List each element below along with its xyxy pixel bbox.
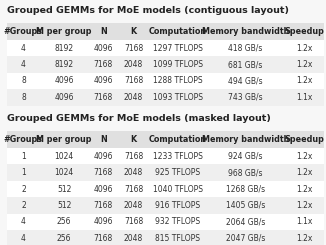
Text: 4096: 4096 [94,76,113,86]
Text: 512: 512 [57,184,71,194]
Text: 1.2x: 1.2x [296,44,312,53]
Text: 916 TFLOPS: 916 TFLOPS [155,201,200,210]
Text: 743 GB/s: 743 GB/s [228,93,263,102]
Text: 7168: 7168 [94,168,113,177]
Text: 7168: 7168 [124,44,143,53]
Text: 2048: 2048 [124,168,143,177]
Text: 1040 TFLOPS: 1040 TFLOPS [153,184,203,194]
Text: 4096: 4096 [94,217,113,226]
Text: 1.2x: 1.2x [296,76,312,86]
Text: 1099 TFLOPS: 1099 TFLOPS [153,60,203,69]
Text: 2048: 2048 [124,201,143,210]
Text: 7168: 7168 [94,93,113,102]
Text: 1024: 1024 [55,152,74,161]
Text: 7168: 7168 [124,76,143,86]
Text: #Groups: #Groups [4,27,43,36]
Text: 7168: 7168 [94,60,113,69]
Text: 2: 2 [21,201,26,210]
Text: 815 TFLOPS: 815 TFLOPS [156,234,200,243]
Bar [7,89,324,106]
Bar [7,164,324,181]
Bar [7,40,324,56]
Text: 2048: 2048 [124,93,143,102]
Text: 2047 GB/s: 2047 GB/s [226,234,265,243]
Text: Grouped GEMMs for MoE models (masked layout): Grouped GEMMs for MoE models (masked lay… [7,114,270,123]
Bar [7,73,324,89]
Text: 4096: 4096 [94,44,113,53]
Bar [7,230,324,245]
Text: 8192: 8192 [55,60,74,69]
Bar [7,214,324,230]
Text: 925 TFLOPS: 925 TFLOPS [155,168,200,177]
Text: 1.2x: 1.2x [296,184,312,194]
Text: 1233 TFLOPS: 1233 TFLOPS [153,152,203,161]
Text: 1.1x: 1.1x [296,217,312,226]
Text: N: N [100,135,107,144]
Text: #Groups: #Groups [4,135,43,144]
Text: Speedup: Speedup [284,135,324,144]
Bar [7,131,324,148]
Text: M per group: M per group [37,27,92,36]
Text: 1: 1 [21,152,26,161]
Bar [7,148,324,164]
Text: 256: 256 [57,217,71,226]
Text: 256: 256 [57,234,71,243]
Bar [7,23,324,40]
Text: 2064 GB/s: 2064 GB/s [226,217,265,226]
Text: Computation: Computation [149,135,207,144]
Text: K: K [130,27,137,36]
Text: 8: 8 [21,76,26,86]
Text: Memory bandwidth: Memory bandwidth [202,135,289,144]
Text: 4: 4 [21,234,26,243]
Bar [7,181,324,197]
Text: 8192: 8192 [55,44,74,53]
Text: 4096: 4096 [94,152,113,161]
Text: 1405 GB/s: 1405 GB/s [226,201,265,210]
Text: 7168: 7168 [94,234,113,243]
Text: 1288 TFLOPS: 1288 TFLOPS [153,76,203,86]
Text: 1268 GB/s: 1268 GB/s [226,184,265,194]
Text: N: N [100,27,107,36]
Text: 1.2x: 1.2x [296,201,312,210]
Text: 7168: 7168 [124,152,143,161]
Text: 932 TFLOPS: 932 TFLOPS [155,217,200,226]
Text: 924 GB/s: 924 GB/s [228,152,263,161]
Bar [7,56,324,73]
Text: 4: 4 [21,60,26,69]
Text: 1.1x: 1.1x [296,93,312,102]
Text: 7168: 7168 [94,201,113,210]
Text: 1297 TFLOPS: 1297 TFLOPS [153,44,203,53]
Text: 1093 TFLOPS: 1093 TFLOPS [153,93,203,102]
Text: K: K [130,135,137,144]
Text: 4096: 4096 [54,76,74,86]
Text: 418 GB/s: 418 GB/s [228,44,262,53]
Text: 8: 8 [21,93,26,102]
Text: M per group: M per group [37,135,92,144]
Text: 2048: 2048 [124,234,143,243]
Text: 4: 4 [21,217,26,226]
Text: 1: 1 [21,168,26,177]
Text: 7168: 7168 [124,217,143,226]
Text: 4: 4 [21,44,26,53]
Text: Grouped GEMMs for MoE models (contiguous layout): Grouped GEMMs for MoE models (contiguous… [7,6,289,15]
Text: 681 GB/s: 681 GB/s [228,60,262,69]
Text: 968 GB/s: 968 GB/s [228,168,263,177]
Text: 2: 2 [21,184,26,194]
Text: 2048: 2048 [124,60,143,69]
Text: 1024: 1024 [55,168,74,177]
Text: Memory bandwidth: Memory bandwidth [202,27,289,36]
Text: 1.2x: 1.2x [296,60,312,69]
Text: 1.2x: 1.2x [296,168,312,177]
Bar [7,197,324,214]
Text: Speedup: Speedup [284,27,324,36]
Text: 4096: 4096 [94,184,113,194]
Text: 7168: 7168 [124,184,143,194]
Text: 1.2x: 1.2x [296,152,312,161]
Text: 494 GB/s: 494 GB/s [228,76,263,86]
Text: 4096: 4096 [54,93,74,102]
Text: 512: 512 [57,201,71,210]
Text: 1.2x: 1.2x [296,234,312,243]
Text: Computation: Computation [149,27,207,36]
